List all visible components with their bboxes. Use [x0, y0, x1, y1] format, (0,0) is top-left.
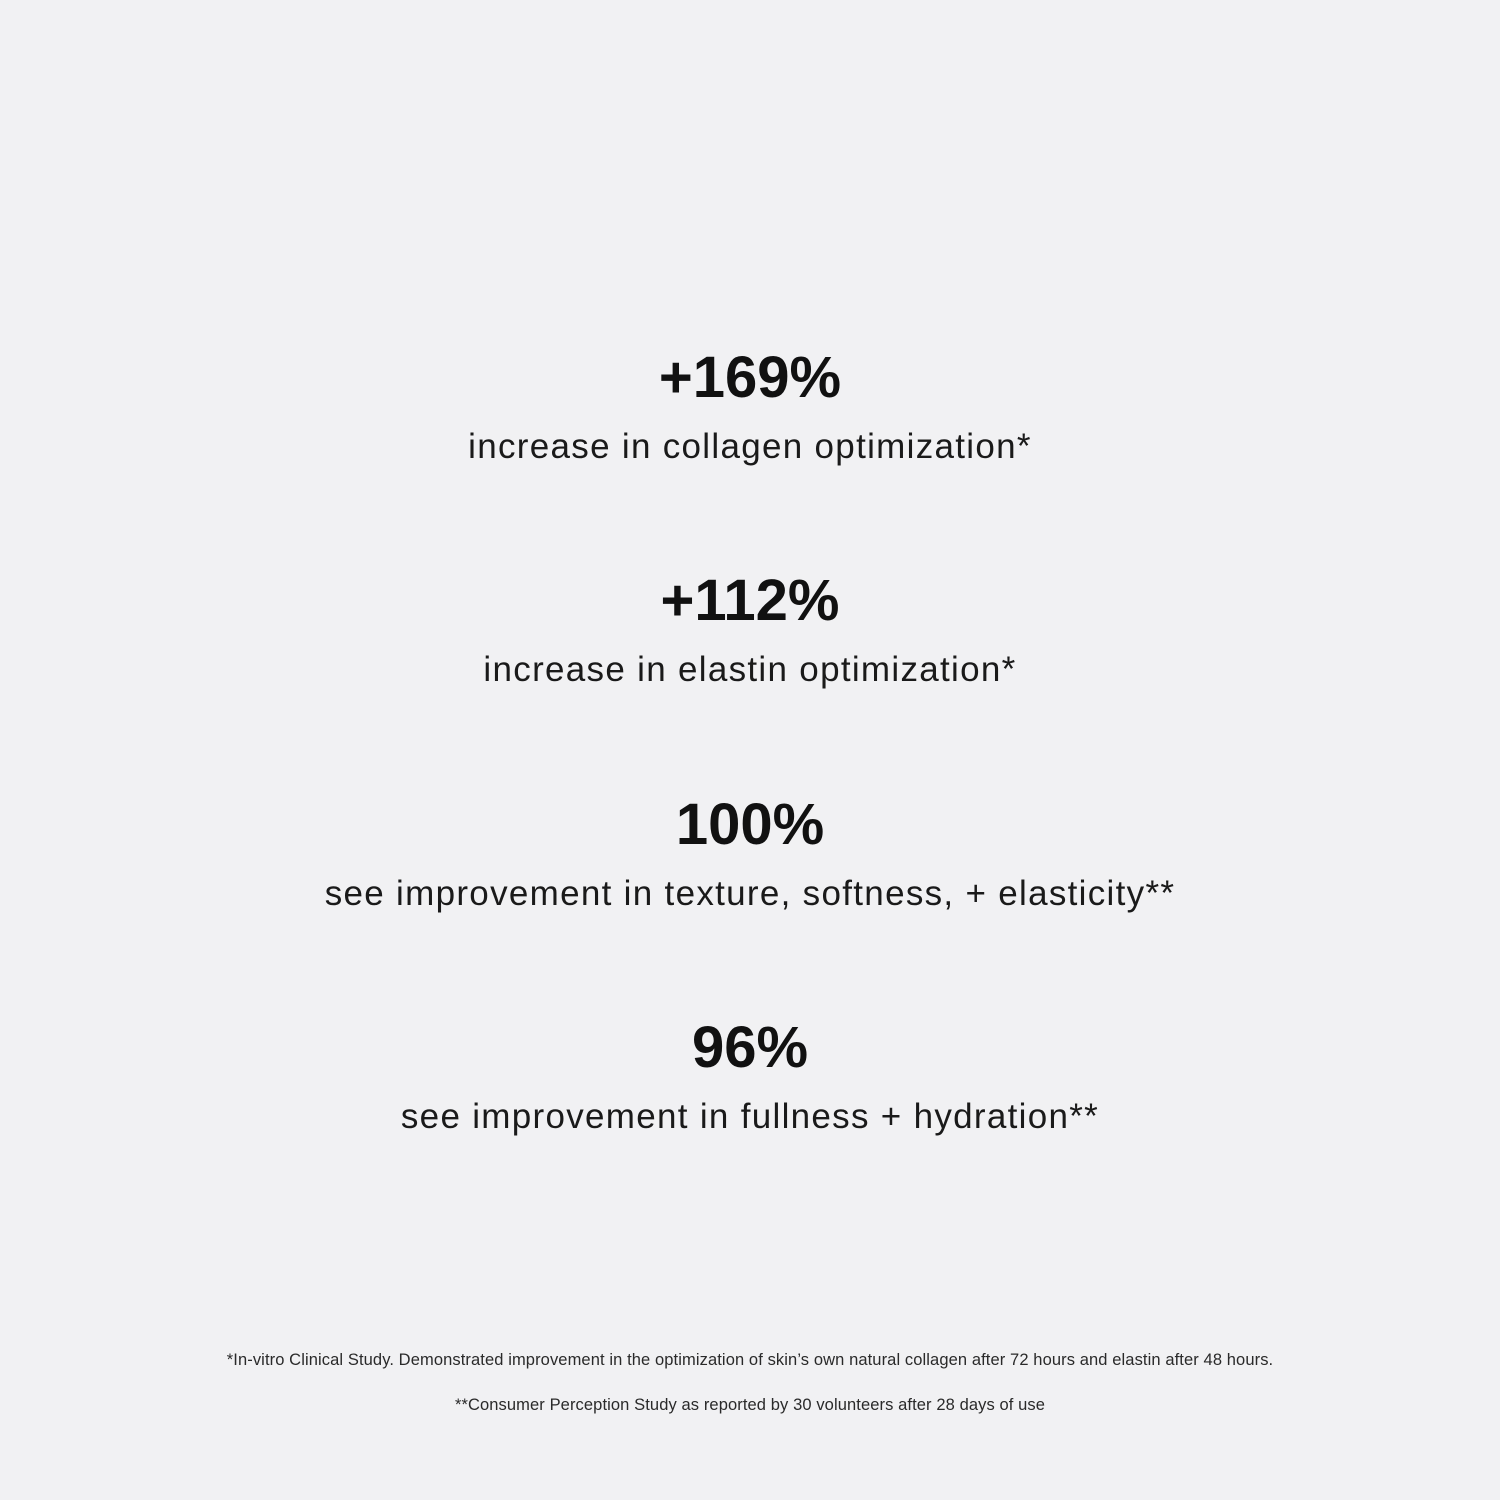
stat-hydration: 96% see improvement in fullness + hydrat…: [0, 1019, 1500, 1137]
stat-value: +169%: [658, 345, 842, 410]
stat-label: see improvement in texture, softness, + …: [324, 874, 1176, 913]
stat-label: increase in elastin optimization*: [483, 650, 1017, 689]
footnote-clinical: *In-vitro Clinical Study. Demonstrated i…: [226, 1351, 1274, 1369]
stat-label: increase in collagen optimization*: [468, 427, 1032, 466]
stat-label: see improvement in fullness + hydration*…: [400, 1097, 1100, 1136]
stat-value: 96%: [691, 1015, 809, 1080]
stat-elastin: +112% increase in elastin optimization*: [0, 572, 1500, 690]
footnote-consumer: **Consumer Perception Study as reported …: [454, 1396, 1046, 1414]
stat-collagen: +169% increase in collagen optimization*: [0, 349, 1500, 467]
stat-value: 100%: [675, 792, 825, 857]
stat-value: +112%: [660, 568, 840, 633]
stat-texture: 100% see improvement in texture, softnes…: [0, 796, 1500, 914]
